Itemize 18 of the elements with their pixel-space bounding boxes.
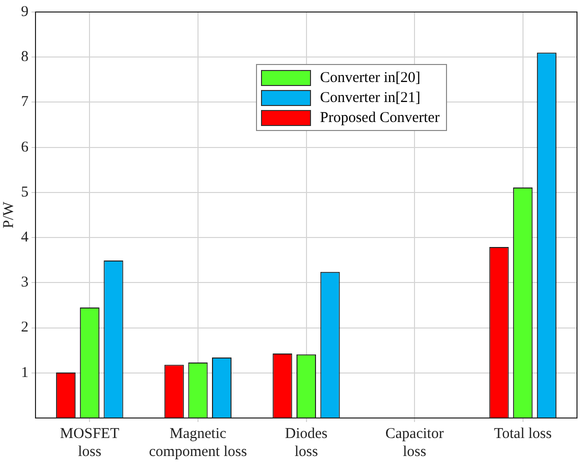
y-tick-label: 8: [21, 49, 28, 66]
legend-label: Converter in[20]: [320, 70, 420, 86]
y-tick-label: 3: [21, 274, 28, 291]
x-tick-label: MOSFET loss: [60, 426, 120, 460]
x-tick-label: Capacitor loss: [385, 426, 444, 460]
x-tick-label: Total loss: [494, 426, 552, 442]
legend-label: Proposed Converter: [320, 110, 440, 126]
x-tick-label: Diodes loss: [285, 426, 328, 460]
y-tick-label: 9: [21, 4, 28, 20]
x-tick-label: Magnetic compoment loss: [148, 426, 248, 460]
y-axis-title: P/W: [0, 200, 17, 228]
y-tick-label: 6: [21, 139, 29, 156]
y-tick-label: 4: [21, 229, 29, 246]
y-tick-label: 5: [21, 184, 28, 200]
legend-label: Converter in[21]: [320, 90, 420, 106]
y-tick-label: 7: [21, 94, 29, 110]
y-tick-label: 1: [21, 364, 28, 381]
y-tick-label: 2: [21, 320, 28, 336]
